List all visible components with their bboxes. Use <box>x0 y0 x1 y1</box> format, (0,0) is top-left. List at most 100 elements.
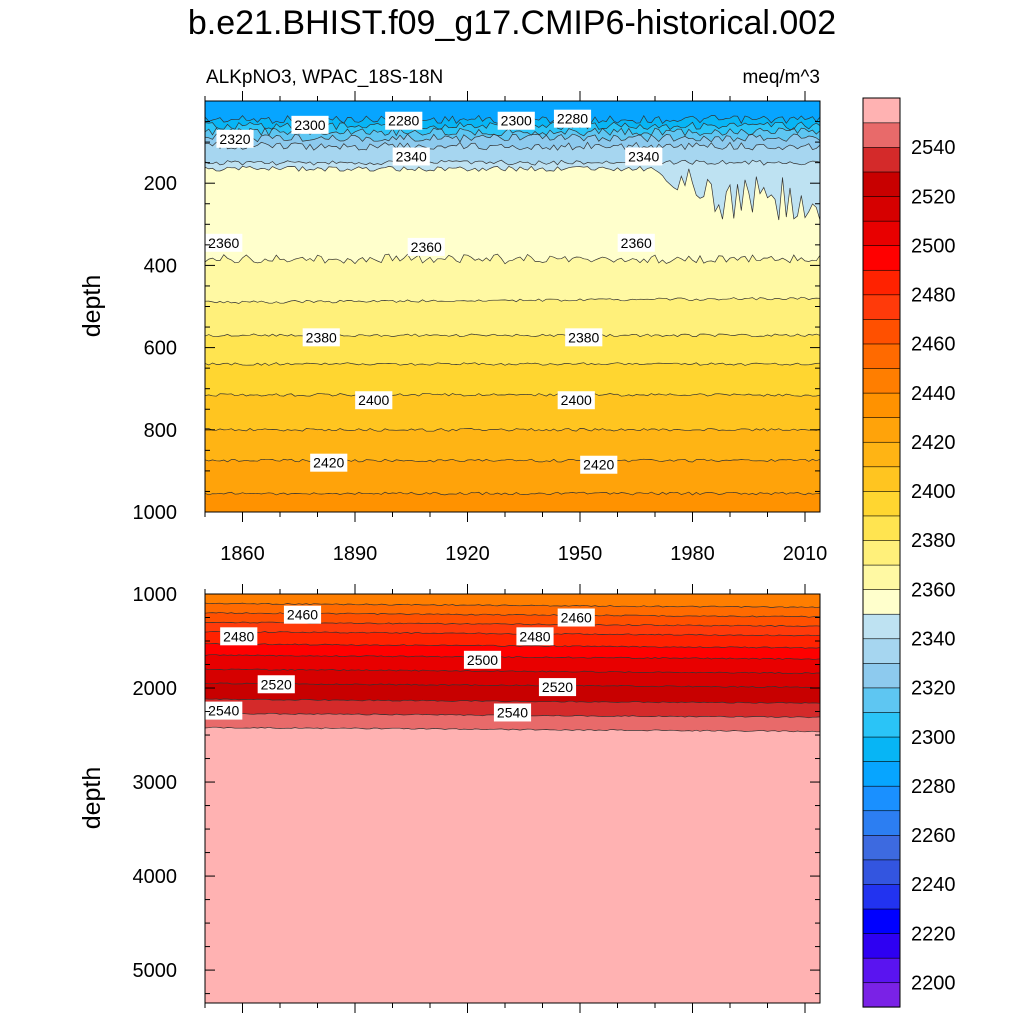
colorbar-swatch <box>862 810 901 836</box>
y-tick-label: 200 <box>144 173 177 195</box>
colorbar-swatch <box>862 122 901 148</box>
x-tick-label: 1980 <box>670 543 715 565</box>
contour-label-2300: 2300 <box>291 115 329 134</box>
y-tick-label: 800 <box>144 420 177 442</box>
svg-text:2480: 2480 <box>223 628 254 644</box>
colorbar-swatch <box>862 908 901 934</box>
contour-label-2360: 2360 <box>407 237 445 256</box>
y-tick-label: 600 <box>144 338 177 360</box>
isoline-2360 <box>205 253 820 265</box>
colorbar-swatch <box>862 466 901 492</box>
colorbar-swatch <box>862 417 901 443</box>
colorbar-label: 2380 <box>911 530 956 552</box>
colorbar-swatch <box>862 97 901 124</box>
colorbar-swatch <box>862 195 901 222</box>
colorbar-swatch <box>862 539 901 566</box>
colorbar-swatch <box>862 834 901 861</box>
svg-text:2340: 2340 <box>628 148 659 164</box>
svg-text:2380: 2380 <box>306 329 337 345</box>
contour-label-2480: 2480 <box>220 627 258 646</box>
contour-label-2540: 2540 <box>493 703 532 722</box>
x-tick-label: 1860 <box>220 543 265 565</box>
contour-label-2420: 2420 <box>310 453 348 472</box>
colorbar-swatch <box>862 736 901 762</box>
svg-text:2420: 2420 <box>313 455 344 471</box>
contour-label-2540: 2540 <box>205 701 243 720</box>
units-label: meq/m^3 <box>742 67 820 88</box>
contour-label-2280: 2280 <box>385 111 423 130</box>
y-tick-label: 3000 <box>133 772 178 794</box>
contour-label-2520: 2520 <box>538 678 577 697</box>
colorbar-label: 2260 <box>911 825 956 847</box>
colorbar-swatch <box>862 318 901 345</box>
colorbar-label: 2400 <box>911 481 956 503</box>
contour-label-2460: 2460 <box>283 605 322 624</box>
svg-text:2300: 2300 <box>294 117 325 133</box>
colorbar-label: 2240 <box>911 874 956 896</box>
contour-label-2300: 2300 <box>497 111 535 130</box>
lower-axis-ticks: 1000 2000 3000 4000 5000 <box>133 584 820 1013</box>
svg-text:2420: 2420 <box>583 457 614 473</box>
isoline-2550 <box>205 726 820 733</box>
colorbar-label: 2520 <box>911 186 956 208</box>
isoline-2400 <box>205 393 820 397</box>
figure-title: b.e21.BHIST.f09_g17.CMIP6-historical.002 <box>188 4 836 42</box>
colorbar-swatch <box>862 146 901 173</box>
isoline-2510 <box>205 668 820 674</box>
colorbar-label: 2420 <box>911 432 956 454</box>
colorbar-label: 2360 <box>911 579 956 601</box>
colorbar-swatch <box>862 932 901 959</box>
colorbar-label: 2460 <box>911 334 956 356</box>
colorbar-swatch <box>862 564 901 590</box>
colorbar-swatch <box>862 785 901 812</box>
svg-text:2460: 2460 <box>561 610 592 626</box>
svg-text:2320: 2320 <box>219 131 250 147</box>
isoline-2530 <box>205 698 820 704</box>
svg-text:2280: 2280 <box>557 111 588 127</box>
colorbar-swatch <box>862 269 901 296</box>
colorbar-swatch <box>862 711 901 738</box>
upper-contour-labels: 2320 2300 2280 2300 2280 2340 2340 2360 2360 2360… <box>205 109 663 474</box>
colorbar-swatch <box>862 613 901 640</box>
svg-text:2460: 2460 <box>287 607 318 623</box>
isoline-2420 <box>205 458 820 463</box>
isoline-2450 <box>205 602 820 609</box>
isoline-2500 <box>205 654 820 660</box>
colorbar-swatch <box>862 761 901 787</box>
contour-label-2340: 2340 <box>392 147 430 166</box>
isoline-2370 <box>205 296 820 304</box>
contour-label-2400: 2400 <box>557 391 595 410</box>
contour-label-2380: 2380 <box>302 328 340 347</box>
lower-contour-lines <box>205 602 820 733</box>
colorbar: 2200 2220 2240 2260 2280 2300 2320 2340 2360 2380… <box>862 97 956 1008</box>
svg-text:2380: 2380 <box>568 329 599 345</box>
colorbar-swatch <box>862 294 901 320</box>
y-tick-label: 4000 <box>133 866 178 888</box>
colorbar-label: 2200 <box>911 972 956 994</box>
colorbar-label: 2320 <box>911 678 956 700</box>
contour-label-2420: 2420 <box>580 455 618 474</box>
contour-label-2280: 2280 <box>553 109 592 128</box>
svg-text:2520: 2520 <box>261 676 292 692</box>
x-tick-label: 1920 <box>445 543 490 565</box>
upper-contour-lines <box>205 114 820 496</box>
variable-label: ALKpNO3, WPAC_18S-18N <box>206 67 443 88</box>
colorbar-swatch <box>862 687 901 713</box>
y-tick-label: 400 <box>144 255 177 277</box>
colorbar-label: 2300 <box>911 727 956 749</box>
contour-label-2520: 2520 <box>257 675 295 694</box>
svg-text:2360: 2360 <box>208 235 239 251</box>
contour-band-2550 <box>205 727 820 1003</box>
lower-y-axis-label: depth <box>78 767 106 830</box>
colorbar-frame <box>862 97 901 1008</box>
lower-panel: 2460 2480 2500 2520 2540 2460 2480 2520 2540 100… <box>78 584 821 1013</box>
colorbar-label: 2540 <box>911 137 956 159</box>
colorbar-swatch <box>862 883 901 910</box>
svg-text:2540: 2540 <box>208 703 239 719</box>
svg-text:2480: 2480 <box>519 628 550 644</box>
colorbar-swatch <box>862 392 901 418</box>
colorbar-swatch <box>862 441 901 468</box>
svg-text:2400: 2400 <box>358 392 389 408</box>
colorbar-swatch <box>862 662 901 689</box>
svg-text:2360: 2360 <box>411 239 442 255</box>
